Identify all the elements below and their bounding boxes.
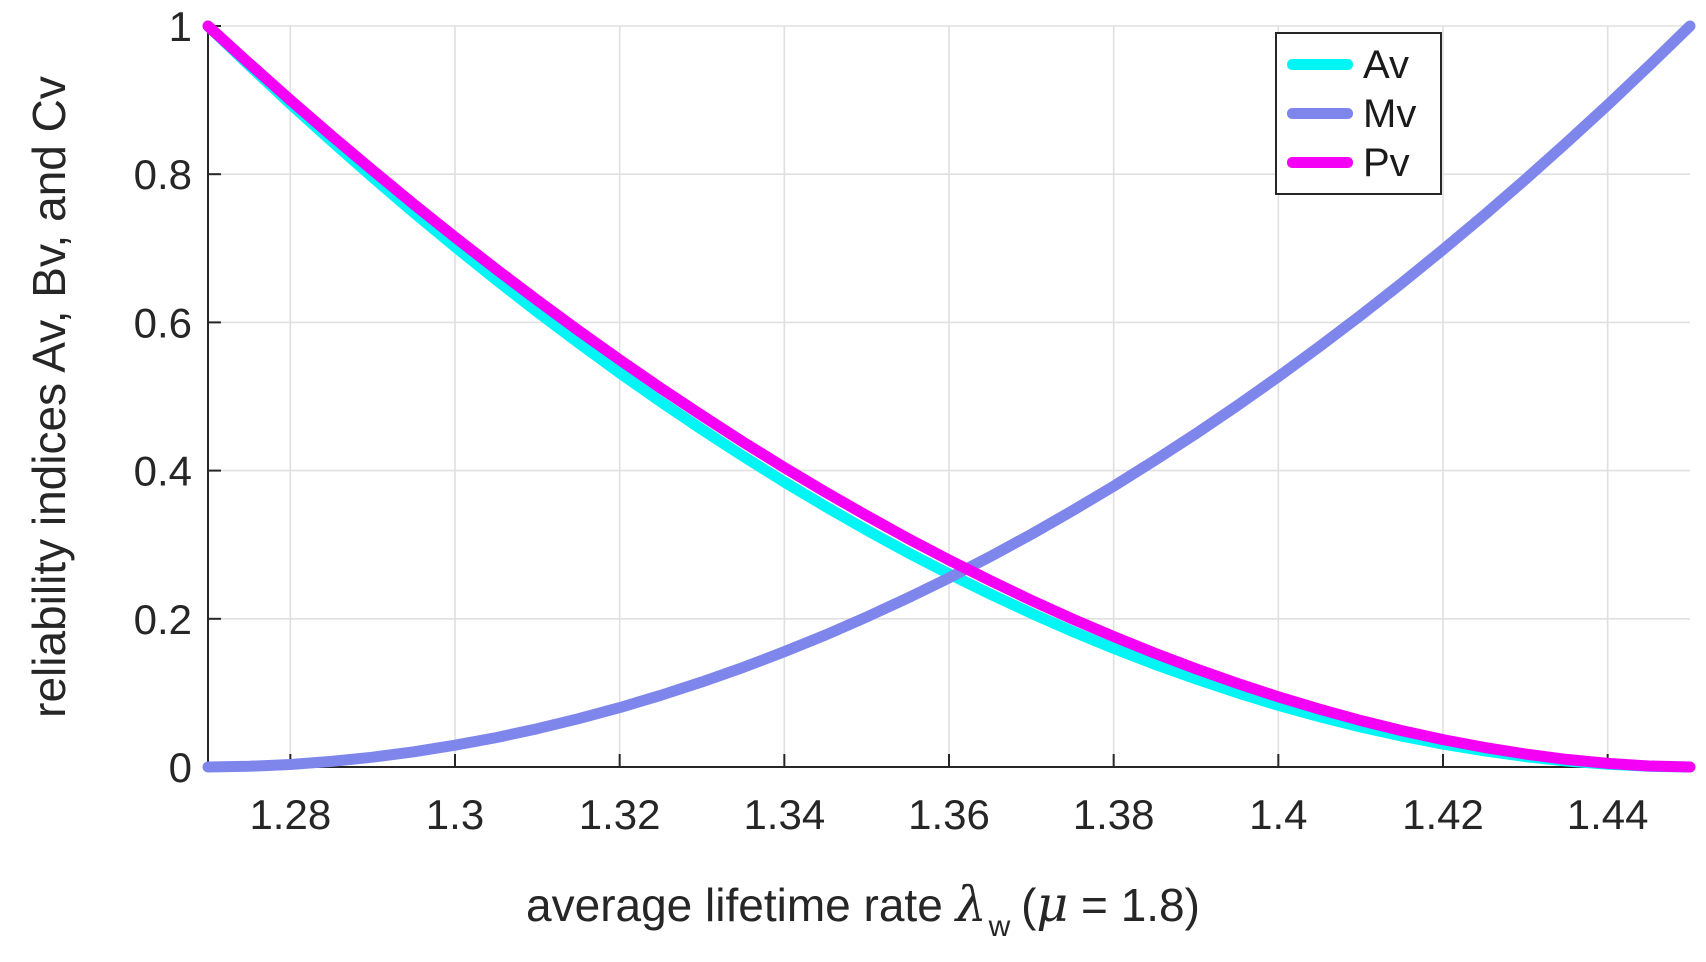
legend-label-mv: Mv (1363, 91, 1417, 136)
x-tick-label: 1.34 (743, 791, 825, 838)
x-tick-label: 1.38 (1073, 791, 1155, 838)
y-tick-label: 0.8 (134, 151, 192, 198)
x-axis-label-text: average lifetime rate (526, 879, 956, 931)
x-tick-label: 1.3 (426, 791, 484, 838)
x-tick-label: 1.28 (249, 791, 331, 838)
legend-label-pv: Pv (1363, 140, 1410, 185)
series-line-pv (202, 20, 1696, 773)
x-axis-label: average lifetime rate λw (μ = 1.8) (526, 876, 1200, 943)
y-tick-label: 0 (169, 744, 192, 791)
x-tick-label: 1.44 (1567, 791, 1649, 838)
legend-line-sample-av (1287, 59, 1353, 70)
y-tick-label: 1 (169, 3, 192, 50)
legend-line-sample-pv (1287, 157, 1353, 168)
x-tick-label: 1.36 (908, 791, 990, 838)
y-axis-label: reliability indices Av, Bv, and Cv (23, 76, 75, 718)
lambda-subscript: w (988, 910, 1011, 943)
legend-row-av: Av (1277, 45, 1440, 85)
x-tick-label: 1.42 (1402, 791, 1484, 838)
legend-row-mv: Mv (1277, 94, 1440, 134)
y-tick-label: 0.4 (134, 448, 192, 495)
y-tick-label: 0.6 (134, 299, 192, 346)
legend-line-sample-mv (1287, 108, 1353, 119)
series-line-mv (202, 20, 1696, 773)
mu-symbol: μ (1036, 876, 1069, 933)
lambda-symbol: λ (955, 876, 987, 933)
x-tick-label: 1.32 (579, 791, 661, 838)
legend-label-av: Av (1363, 42, 1409, 87)
x-tick-label: 1.4 (1249, 791, 1307, 838)
y-tick-label: 0.2 (134, 596, 192, 643)
legend: Av Mv Pv (1275, 32, 1442, 195)
legend-row-pv: Pv (1277, 143, 1440, 183)
mu-value: = 1.8) (1068, 879, 1200, 931)
paren-open: ( (1008, 879, 1037, 931)
